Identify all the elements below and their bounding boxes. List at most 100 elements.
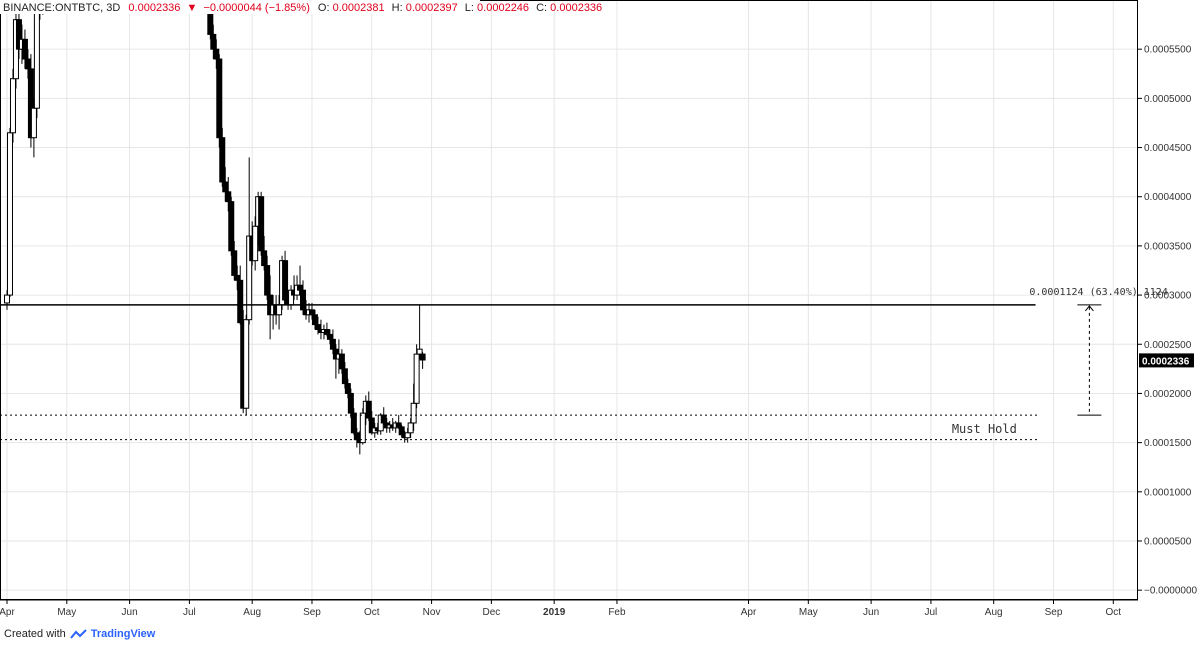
candle-body	[264, 265, 271, 296]
candle-body	[276, 304, 283, 316]
y-tick-label: 0.0002500	[1144, 340, 1192, 351]
x-tick-label: Dec	[482, 607, 500, 618]
candle-body	[380, 414, 387, 424]
candle-body	[338, 353, 345, 370]
y-tick-label: 0.0005000	[1144, 94, 1192, 105]
must-hold-label: Must Hold	[952, 422, 1017, 436]
symbol-label: BINANCE:ONTBTC, 3D	[3, 2, 120, 14]
candle-body	[9, 78, 16, 134]
candle-body	[323, 329, 330, 335]
candle-body	[413, 353, 420, 404]
tradingview-logo-icon	[69, 628, 87, 639]
x-tick-label: Jul	[183, 607, 196, 618]
candle-body	[231, 250, 238, 276]
candle-body	[225, 191, 232, 203]
y-tick-label: 0.0001500	[1144, 438, 1192, 449]
y-tick-label: 0.0003500	[1144, 241, 1192, 252]
candle-body	[341, 368, 348, 385]
low-label: L:	[465, 2, 474, 14]
candle	[228, 196, 235, 256]
candle-body	[350, 412, 357, 434]
candle-body	[326, 333, 333, 340]
candle	[282, 250, 289, 305]
x-axis[interactable]: Apr May Jun Jul Aug Sep Oct Nov Dec 2019 Feb Apr May…	[0, 600, 1121, 618]
candle-body	[395, 422, 402, 428]
header-legend: BINANCE:ONTBTC, 3D 0.0002336 ▼ −0.000004…	[3, 2, 602, 14]
candle	[9, 68, 16, 143]
y-axis[interactable]: 0.0005500 0.0005000 0.0004500 0.0004000 0.00…	[1138, 45, 1198, 597]
y-tick-label: 0.0000500	[1144, 536, 1192, 547]
candle	[365, 391, 372, 421]
candle-body	[419, 353, 426, 361]
support-resistance-levels: Must Hold	[0, 304, 1039, 441]
candle-body	[216, 58, 223, 139]
x-tick-label: Nov	[423, 607, 441, 618]
y-tick-label: 0.0002000	[1144, 389, 1192, 400]
candle	[380, 407, 387, 425]
candles	[4, 0, 426, 455]
y-tick-label: 0.0005500	[1144, 45, 1192, 56]
candle-body	[33, 9, 40, 109]
high-label: H:	[392, 2, 403, 14]
candle-body	[4, 294, 10, 304]
x-tick-label: Feb	[608, 607, 626, 618]
candle-body	[210, 33, 217, 50]
last-price-tag: 0.0002336	[1139, 353, 1194, 368]
y-tick-label: 0.0004000	[1144, 192, 1192, 203]
measure-arrow-icon	[1084, 305, 1094, 312]
footer: Created with TradingView	[4, 628, 155, 640]
x-tick-label: Jun	[122, 607, 138, 618]
y-tick-label: −0.0000000	[1144, 586, 1198, 597]
x-tick-label: Aug	[243, 607, 261, 618]
measure-label: 0.0001124 (63.40%) 1124	[1029, 287, 1167, 298]
measure-tool: 0.0001124 (63.40%) 1124	[1029, 287, 1168, 416]
candle	[237, 265, 244, 325]
candle-body	[222, 181, 229, 193]
candle	[33, 0, 40, 119]
last-price: 0.0002336	[128, 2, 180, 14]
down-arrow-icon: ▼	[186, 2, 197, 14]
x-tick-label: Sep	[1045, 607, 1063, 618]
plot-frame	[0, 0, 1138, 600]
candle-body	[30, 107, 37, 139]
y-tick-label: 0.0004500	[1144, 143, 1192, 154]
candle	[359, 408, 366, 445]
candle-body	[219, 137, 226, 183]
last-price-tag-bg	[1139, 353, 1194, 368]
gridlines	[0, 0, 1138, 600]
candle	[216, 54, 223, 148]
tradingview-logo[interactable]: TradingView	[69, 628, 156, 640]
candle-body	[344, 383, 351, 394]
candle-body	[347, 392, 354, 414]
candle	[416, 304, 423, 360]
candle-body	[243, 319, 250, 409]
candle	[243, 314, 250, 416]
candle-body	[237, 279, 244, 324]
tradingview-brand: TradingView	[90, 628, 156, 640]
candle-body	[404, 432, 411, 439]
open-value: 0.0002381	[333, 2, 385, 14]
last-price-tag-label: 0.0002336	[1142, 356, 1190, 367]
candle-body	[308, 309, 315, 316]
x-tick-label: 2019	[543, 607, 566, 618]
candle	[288, 285, 295, 310]
candle-body	[416, 348, 423, 355]
candle-body	[261, 250, 268, 267]
candle-body	[228, 201, 235, 252]
low-value: 0.0002246	[477, 2, 529, 14]
candle-body	[297, 284, 304, 291]
header-bg	[0, 0, 480, 14]
open-label: O:	[318, 2, 330, 14]
candle-body	[24, 58, 31, 70]
candle-body	[282, 260, 289, 301]
x-tick-label: Apr	[0, 607, 15, 618]
candle-body	[234, 274, 241, 281]
candle	[6, 127, 13, 298]
candle-body	[353, 432, 360, 441]
candle-body	[359, 412, 366, 444]
close-label: C:	[536, 2, 547, 14]
x-tick-label: Oct	[1106, 607, 1122, 618]
close-value: 0.0002336	[550, 2, 602, 14]
y-tick-label: 0.0001000	[1144, 487, 1192, 498]
